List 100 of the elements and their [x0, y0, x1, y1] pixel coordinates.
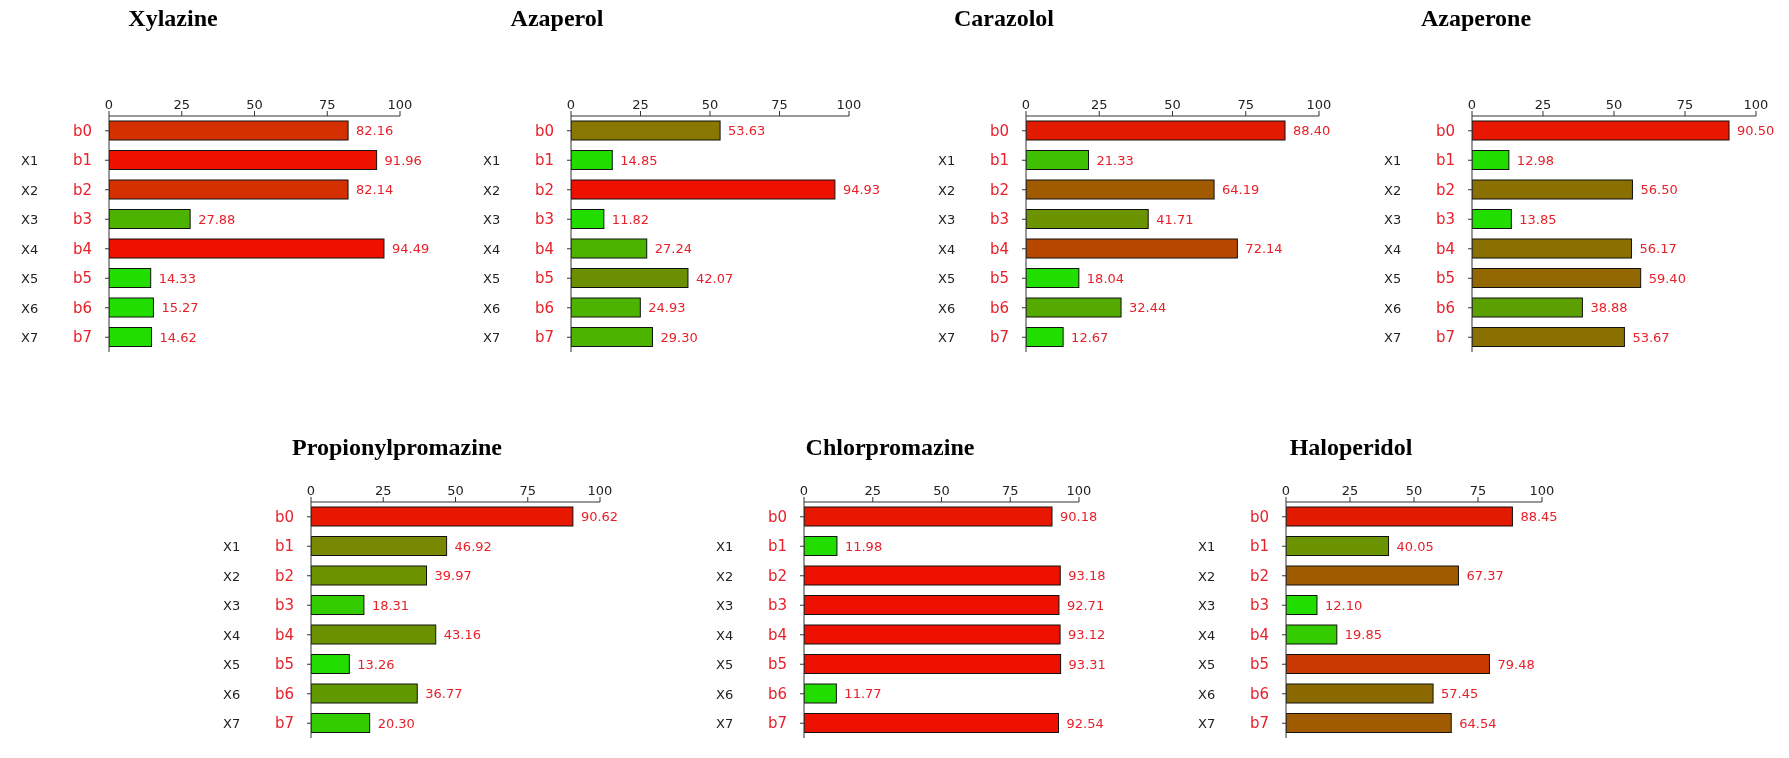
x-tick-label: 25	[632, 97, 649, 112]
bar	[1472, 120, 1730, 141]
bar	[1026, 150, 1089, 170]
y2-tick-label: X7	[1198, 716, 1216, 732]
y2-tick-label: X6	[483, 300, 501, 316]
y2-tick-label: X3	[223, 598, 241, 614]
y2-tick-label: X1	[1198, 539, 1216, 555]
y-tick-label: b0	[990, 121, 1010, 140]
bar	[109, 120, 349, 141]
data-label: 20.30	[377, 715, 415, 731]
y-tick-label: b0	[1436, 121, 1456, 140]
data-label: 93.12	[1068, 627, 1106, 643]
y2-tick-label: X6	[1198, 686, 1216, 702]
y-tick-label: b0	[535, 121, 555, 140]
bar	[1026, 120, 1286, 141]
y-tick-label: b6	[275, 684, 295, 703]
x-tick-label: 100	[1306, 97, 1332, 112]
data-label: 19.85	[1344, 627, 1383, 643]
x-tick-label: 25	[864, 483, 882, 498]
y-tick-label: b4	[768, 625, 788, 644]
data-label: 40.05	[1396, 538, 1434, 554]
data-label: 94.49	[391, 241, 430, 257]
y2-tick-label: X6	[716, 686, 734, 702]
bar	[571, 297, 641, 318]
y-tick-label: b1	[1250, 537, 1270, 556]
x-tick-label: 25	[374, 483, 392, 498]
data-label: 21.33	[1096, 152, 1134, 168]
data-label: 11.77	[844, 686, 882, 702]
bar	[571, 150, 613, 170]
y-tick-label: b6	[535, 298, 555, 317]
y2-tick-label: X4	[483, 241, 501, 257]
x-tick-label: 75	[318, 97, 336, 112]
bar	[311, 536, 448, 556]
x-tick-label: 0	[1281, 483, 1291, 498]
x-tick-label: 75	[1469, 483, 1487, 498]
data-label: 79.48	[1497, 656, 1535, 672]
y-tick-label: b4	[535, 239, 555, 258]
y2-tick-label: X2	[1198, 568, 1216, 584]
bar	[804, 536, 838, 556]
y-tick-label: b3	[990, 210, 1010, 229]
x-tick-label: 50	[1605, 97, 1623, 112]
data-label: 41.71	[1156, 211, 1194, 227]
x-tick-label: 100	[1066, 483, 1092, 498]
y2-tick-label: X4	[1384, 241, 1402, 257]
bar	[311, 654, 350, 674]
data-label: 82.14	[356, 182, 394, 198]
bar	[1026, 268, 1080, 288]
y-tick-label: b1	[990, 151, 1010, 170]
bar	[804, 624, 1061, 645]
data-label: 14.33	[158, 270, 196, 286]
bar	[311, 624, 437, 645]
chart-title: Carazolol	[953, 5, 1055, 32]
y-tick-label: b5	[275, 655, 295, 674]
y-tick-label: b7	[73, 328, 93, 347]
y-tick-label: b7	[768, 714, 788, 733]
x-tick-label: 100	[836, 97, 862, 112]
x-tick-label: 100	[1529, 483, 1555, 498]
data-label: 14.85	[620, 152, 658, 168]
bar	[571, 120, 721, 141]
x-tick-label: 50	[701, 97, 719, 112]
x-tick-label: 50	[1405, 483, 1423, 498]
y-tick-label: b1	[73, 151, 93, 170]
chart-title: Chlorpromazine	[804, 434, 976, 461]
bar	[109, 150, 378, 170]
bar	[311, 713, 371, 733]
data-label: 57.45	[1441, 686, 1479, 702]
y2-tick-label: X6	[1384, 300, 1402, 316]
bar	[571, 209, 605, 229]
y-tick-label: b2	[1436, 180, 1456, 199]
x-tick-label: 0	[566, 97, 576, 112]
y-tick-label: b5	[535, 269, 555, 288]
y-tick-label: b1	[535, 151, 555, 170]
bar	[311, 595, 365, 615]
y-tick-label: b0	[1250, 507, 1270, 526]
bar	[311, 506, 574, 527]
bar	[109, 297, 154, 318]
y-tick-label: b0	[275, 507, 295, 526]
y2-tick-label: X5	[483, 271, 501, 287]
bar	[109, 209, 191, 229]
y-tick-label: b1	[768, 537, 788, 556]
data-label: 88.45	[1520, 509, 1558, 525]
y2-tick-label: X3	[21, 212, 39, 228]
y2-tick-label: X6	[938, 300, 956, 316]
data-label: 56.50	[1640, 182, 1678, 198]
x-tick-label: 0	[1021, 97, 1031, 112]
y-tick-label: b6	[1436, 298, 1456, 317]
data-label: 13.85	[1519, 211, 1557, 227]
data-label: 46.92	[454, 538, 492, 554]
bar	[804, 654, 1062, 674]
bar	[1026, 297, 1122, 318]
data-label: 91.96	[384, 152, 422, 168]
data-label: 42.07	[695, 270, 734, 286]
y-tick-label: b6	[1250, 684, 1270, 703]
y2-tick-label: X1	[716, 539, 734, 555]
data-label: 38.88	[1590, 300, 1628, 316]
bar	[1286, 595, 1318, 615]
bar	[1472, 179, 1633, 200]
y-tick-label: b7	[1250, 714, 1270, 733]
bar	[804, 565, 1061, 586]
x-tick-label: 50	[933, 483, 950, 498]
